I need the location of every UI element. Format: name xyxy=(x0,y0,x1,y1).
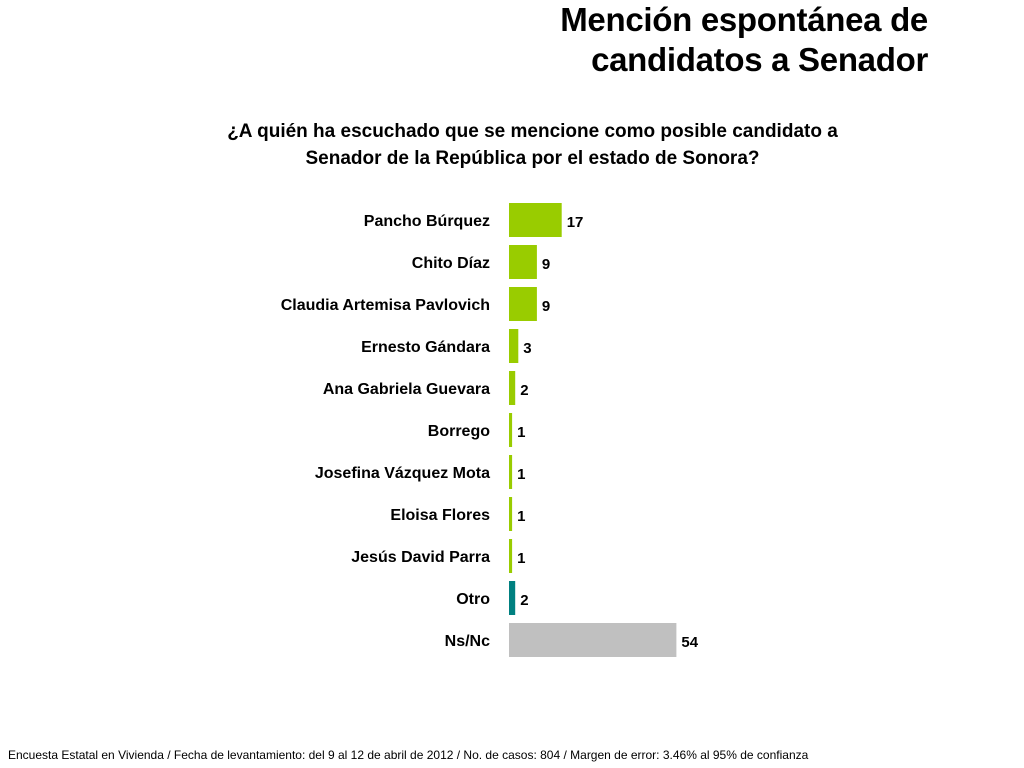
data-label: 1 xyxy=(517,466,525,483)
data-label: 17 xyxy=(567,214,584,231)
bar-1 xyxy=(509,245,537,279)
bar-8 xyxy=(509,539,513,573)
category-label: Eloisa Flores xyxy=(390,507,490,524)
category-label: Claudia Artemisa Pavlovich xyxy=(281,297,490,314)
slide-title: Mención espontánea de candidatos a Senad… xyxy=(328,0,928,80)
category-label: Otro xyxy=(456,591,490,608)
bar-9 xyxy=(509,581,516,615)
footer-note: Encuesta Estatal en Vivienda / Fecha de … xyxy=(8,748,809,762)
category-label: Ns/Nc xyxy=(445,633,490,650)
bar-2 xyxy=(509,287,537,321)
category-label: Ernesto Gándara xyxy=(361,339,490,356)
category-label: Borrego xyxy=(428,423,490,440)
data-label: 3 xyxy=(523,340,531,357)
survey-question-line-2: Senador de la República por el estado de… xyxy=(305,148,760,169)
category-label: Jesús David Parra xyxy=(351,549,490,566)
bar-4 xyxy=(509,371,516,405)
bar-10 xyxy=(509,623,677,657)
category-label: Pancho Búrquez xyxy=(364,213,490,230)
survey-question-line-1: ¿A quién ha escuchado que se mencione co… xyxy=(227,121,838,142)
survey-question: ¿A quién ha escuchado que se mencione co… xyxy=(150,118,915,172)
bar-5 xyxy=(509,413,513,447)
data-label: 9 xyxy=(542,256,550,273)
category-label: Josefina Vázquez Mota xyxy=(315,465,490,482)
data-label: 2 xyxy=(520,592,528,609)
bar-6 xyxy=(509,455,513,489)
data-label: 1 xyxy=(517,424,525,441)
data-label: 2 xyxy=(520,382,528,399)
slide-title-line-1: Mención espontánea de xyxy=(560,1,928,38)
category-label: Chito Díaz xyxy=(412,255,490,272)
bar-0 xyxy=(509,203,562,237)
data-label: 54 xyxy=(681,634,698,651)
data-label: 9 xyxy=(542,298,550,315)
data-label: 1 xyxy=(517,550,525,567)
bar-7 xyxy=(509,497,513,531)
slide-title-line-2: candidatos a Senador xyxy=(591,41,928,78)
category-label: Ana Gabriela Guevara xyxy=(323,381,490,398)
bar-3 xyxy=(509,329,519,363)
data-label: 1 xyxy=(517,508,525,525)
